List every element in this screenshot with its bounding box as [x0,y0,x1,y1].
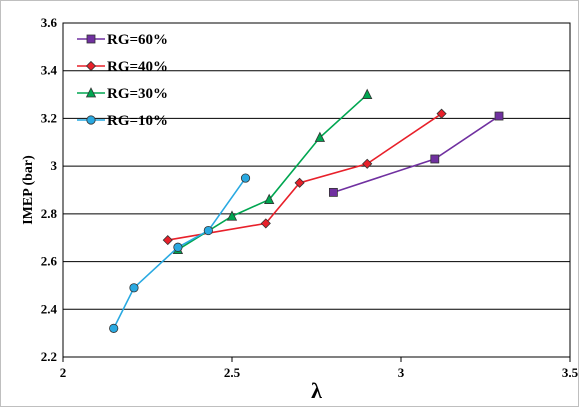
y-tick-label: 2.6 [41,254,58,269]
data-point-rg-40 [436,108,447,119]
grid-layer [62,22,571,362]
legend-marker-rg-30 [85,87,97,98]
legend-item-rg-40: RG=40% [77,59,168,75]
tick-label-layer: 2.2 2.4 2.6 2.8 3 3.2 3.4 3.6 2 2.5 3 3.5 [41,15,579,380]
x-tick-label: 3.5 [562,365,579,380]
y-tick-label: 3.4 [41,63,58,78]
x-tick-label: 2.5 [224,365,241,380]
data-point-rg-40 [294,177,305,188]
data-point-rg-10 [203,225,213,236]
x-axis-title: λ [311,378,322,403]
data-point-rg-30 [362,88,373,99]
data-point-rg-10 [129,283,139,293]
series-line-rg-40 [167,112,443,241]
x-tick-label: 2 [60,365,67,380]
legend-label: RG=60% [107,32,168,48]
series-rg-30 [172,88,373,255]
legend-marker-rg-40 [85,60,97,72]
legend-marker-rg-10 [86,115,96,125]
legend-label: RG=30% [107,86,168,102]
x-tick-label: 3 [398,365,405,380]
data-point-rg-40 [362,158,373,169]
y-tick-label: 2.8 [41,206,58,221]
legend-marker-rg-60 [86,34,96,44]
data-point-rg-40 [162,235,173,246]
data-point-rg-60 [494,111,504,121]
legend-item-rg-10: RG=10% [77,113,168,129]
y-axis-title: IMEP (bar) [21,155,36,225]
legend-item-rg-30: RG=30% [77,86,168,102]
data-point-rg-10 [240,173,251,183]
y-tick-label: 3.6 [41,15,58,30]
series-line-rg-60 [333,115,500,194]
series-rg-40 [162,108,447,246]
plot-area-border [62,22,571,358]
data-point-rg-60 [328,187,338,197]
legend-label: RG=40% [107,59,168,75]
y-tick-label: 3 [51,158,58,173]
data-point-rg-60 [430,154,440,164]
data-point-rg-10 [109,323,119,333]
data-point-rg-30 [226,210,238,221]
y-tick-label: 2.4 [41,301,58,316]
data-point-rg-40 [260,218,271,229]
y-tick-label: 2.2 [41,349,57,364]
legend-item-rg-60: RG=60% [77,32,168,48]
series-rg-60 [328,111,504,197]
legend-label: RG=10% [107,113,168,129]
data-point-rg-30 [314,131,326,142]
y-tick-label: 3.2 [41,110,57,125]
data-point-rg-10 [173,242,183,252]
data-point-rg-30 [264,193,275,204]
series-layer [109,88,504,333]
series-rg-10 [109,173,251,333]
legend: RG=60% RG=40% RG=30% RG=10% [77,32,168,129]
